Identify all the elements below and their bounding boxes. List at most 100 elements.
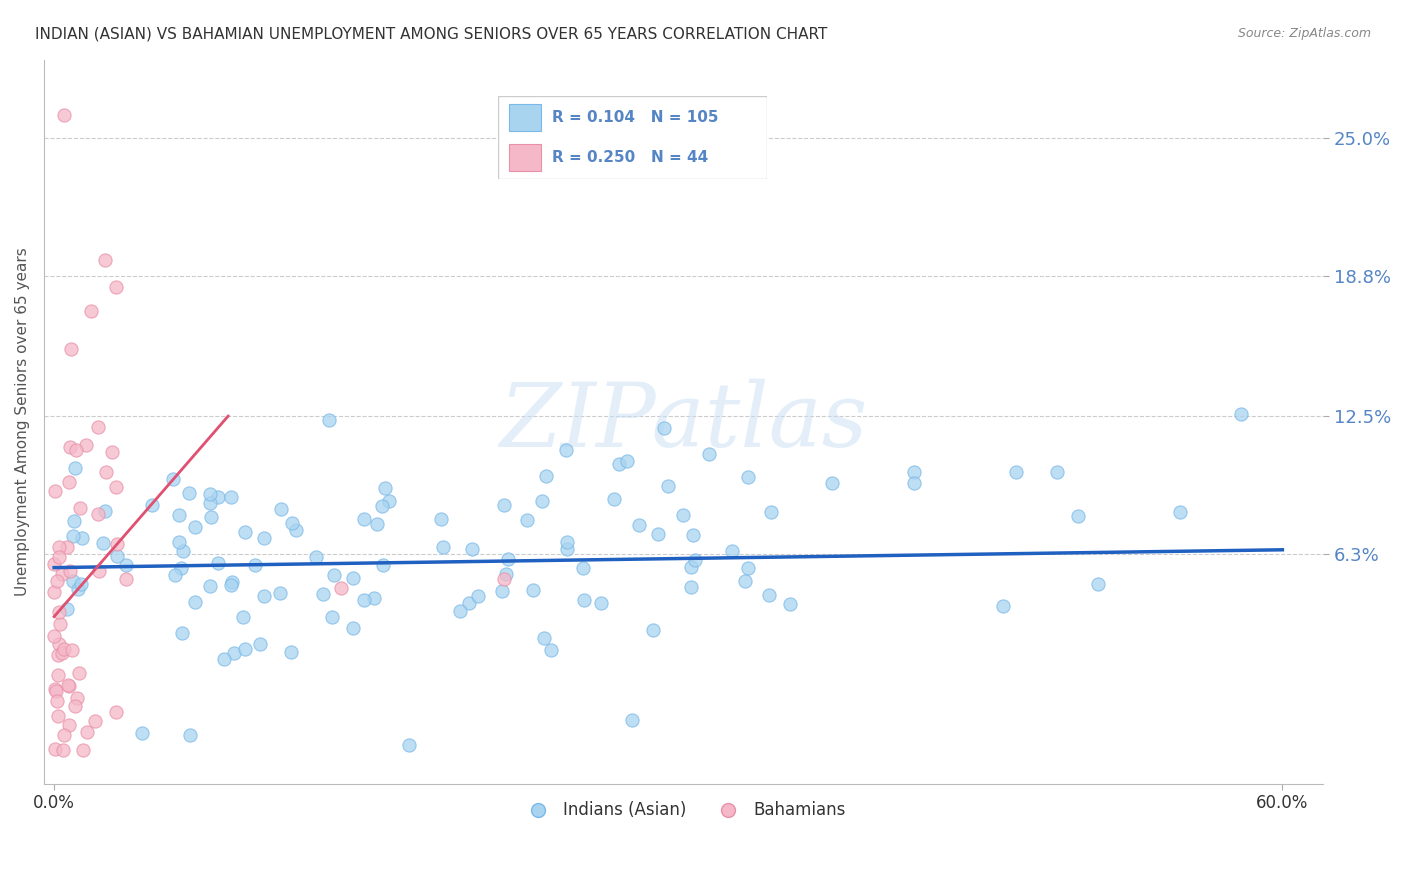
Point: [87, 420, 110, 434]
Point: [89, 565, 111, 579]
Point: [48, 636, 70, 650]
Y-axis label: Unemployment Among Seniors over 65 years: Unemployment Among Seniors over 65 years: [15, 247, 30, 596]
Point: [207, 491, 229, 505]
Point: [737, 470, 759, 484]
Point: [162, 472, 184, 486]
Point: [52, 743, 75, 757]
Point: [533, 632, 555, 646]
Point: [59, 343, 82, 357]
Point: [131, 725, 153, 739]
Point: [1230, 407, 1253, 421]
Point: [84, 714, 107, 729]
Point: [58, 718, 80, 732]
Point: [647, 527, 669, 541]
Point: [366, 517, 388, 532]
Point: [66, 691, 89, 706]
Point: [903, 475, 925, 490]
Point: [59, 440, 82, 454]
Point: [280, 645, 302, 659]
Point: [458, 596, 481, 610]
Point: [682, 528, 704, 542]
Point: [342, 571, 364, 585]
Point: [219, 490, 242, 504]
Point: [627, 518, 650, 533]
Point: [105, 480, 128, 494]
Point: [48, 617, 70, 632]
Point: [530, 493, 553, 508]
Point: [198, 486, 221, 500]
Point: [67, 665, 90, 680]
Point: [104, 706, 127, 720]
Point: [498, 551, 520, 566]
Point: [607, 458, 630, 472]
Point: [657, 478, 679, 492]
Point: [207, 557, 229, 571]
Point: [554, 442, 576, 457]
Point: [58, 475, 80, 489]
Point: [198, 579, 221, 593]
Point: [363, 591, 385, 606]
Point: [281, 516, 304, 530]
Point: [370, 499, 392, 513]
Point: [398, 738, 420, 752]
Point: [759, 505, 782, 519]
Point: [212, 651, 235, 665]
Point: [494, 572, 516, 586]
Point: [93, 536, 115, 550]
Point: [779, 597, 801, 611]
Point: [329, 581, 352, 595]
Point: [572, 593, 595, 607]
Point: [233, 642, 256, 657]
Point: [318, 413, 340, 427]
Point: [233, 525, 256, 540]
Point: [62, 514, 84, 528]
Point: [105, 537, 128, 551]
Point: [44, 557, 66, 571]
Point: [1005, 465, 1028, 479]
Point: [232, 610, 254, 624]
Point: [46, 574, 69, 588]
Point: [179, 728, 201, 742]
Point: [42, 585, 65, 599]
Point: [70, 531, 93, 545]
Point: [616, 453, 638, 467]
Point: [253, 532, 276, 546]
Point: [991, 599, 1014, 613]
Point: [697, 447, 720, 461]
Point: [72, 743, 94, 757]
Point: [172, 544, 194, 558]
Point: [540, 643, 562, 657]
Point: [44, 629, 66, 643]
Point: [44, 682, 66, 697]
Point: [1168, 505, 1191, 519]
Point: [44, 741, 66, 756]
Point: [374, 481, 396, 495]
Point: [555, 534, 578, 549]
Point: [56, 602, 79, 616]
Point: [48, 605, 70, 619]
Point: [591, 596, 613, 610]
Point: [69, 500, 91, 515]
Point: [353, 512, 375, 526]
Point: [80, 304, 103, 318]
Point: [63, 698, 86, 713]
Point: [734, 574, 756, 588]
Point: [87, 508, 110, 522]
Point: [53, 108, 76, 122]
Point: [163, 568, 186, 582]
Point: [249, 637, 271, 651]
Point: [63, 460, 86, 475]
Point: [44, 483, 66, 498]
Point: [76, 725, 98, 739]
Point: [169, 508, 191, 523]
Point: [219, 578, 242, 592]
Point: [105, 549, 128, 563]
Text: INDIAN (ASIAN) VS BAHAMIAN UNEMPLOYMENT AMONG SENIORS OVER 65 YEARS CORRELATION : INDIAN (ASIAN) VS BAHAMIAN UNEMPLOYMENT …: [35, 27, 828, 42]
Point: [342, 621, 364, 635]
Point: [104, 280, 127, 294]
Point: [672, 508, 695, 523]
Point: [179, 486, 201, 500]
Point: [52, 642, 75, 657]
Point: [312, 587, 335, 601]
Point: [371, 558, 394, 573]
